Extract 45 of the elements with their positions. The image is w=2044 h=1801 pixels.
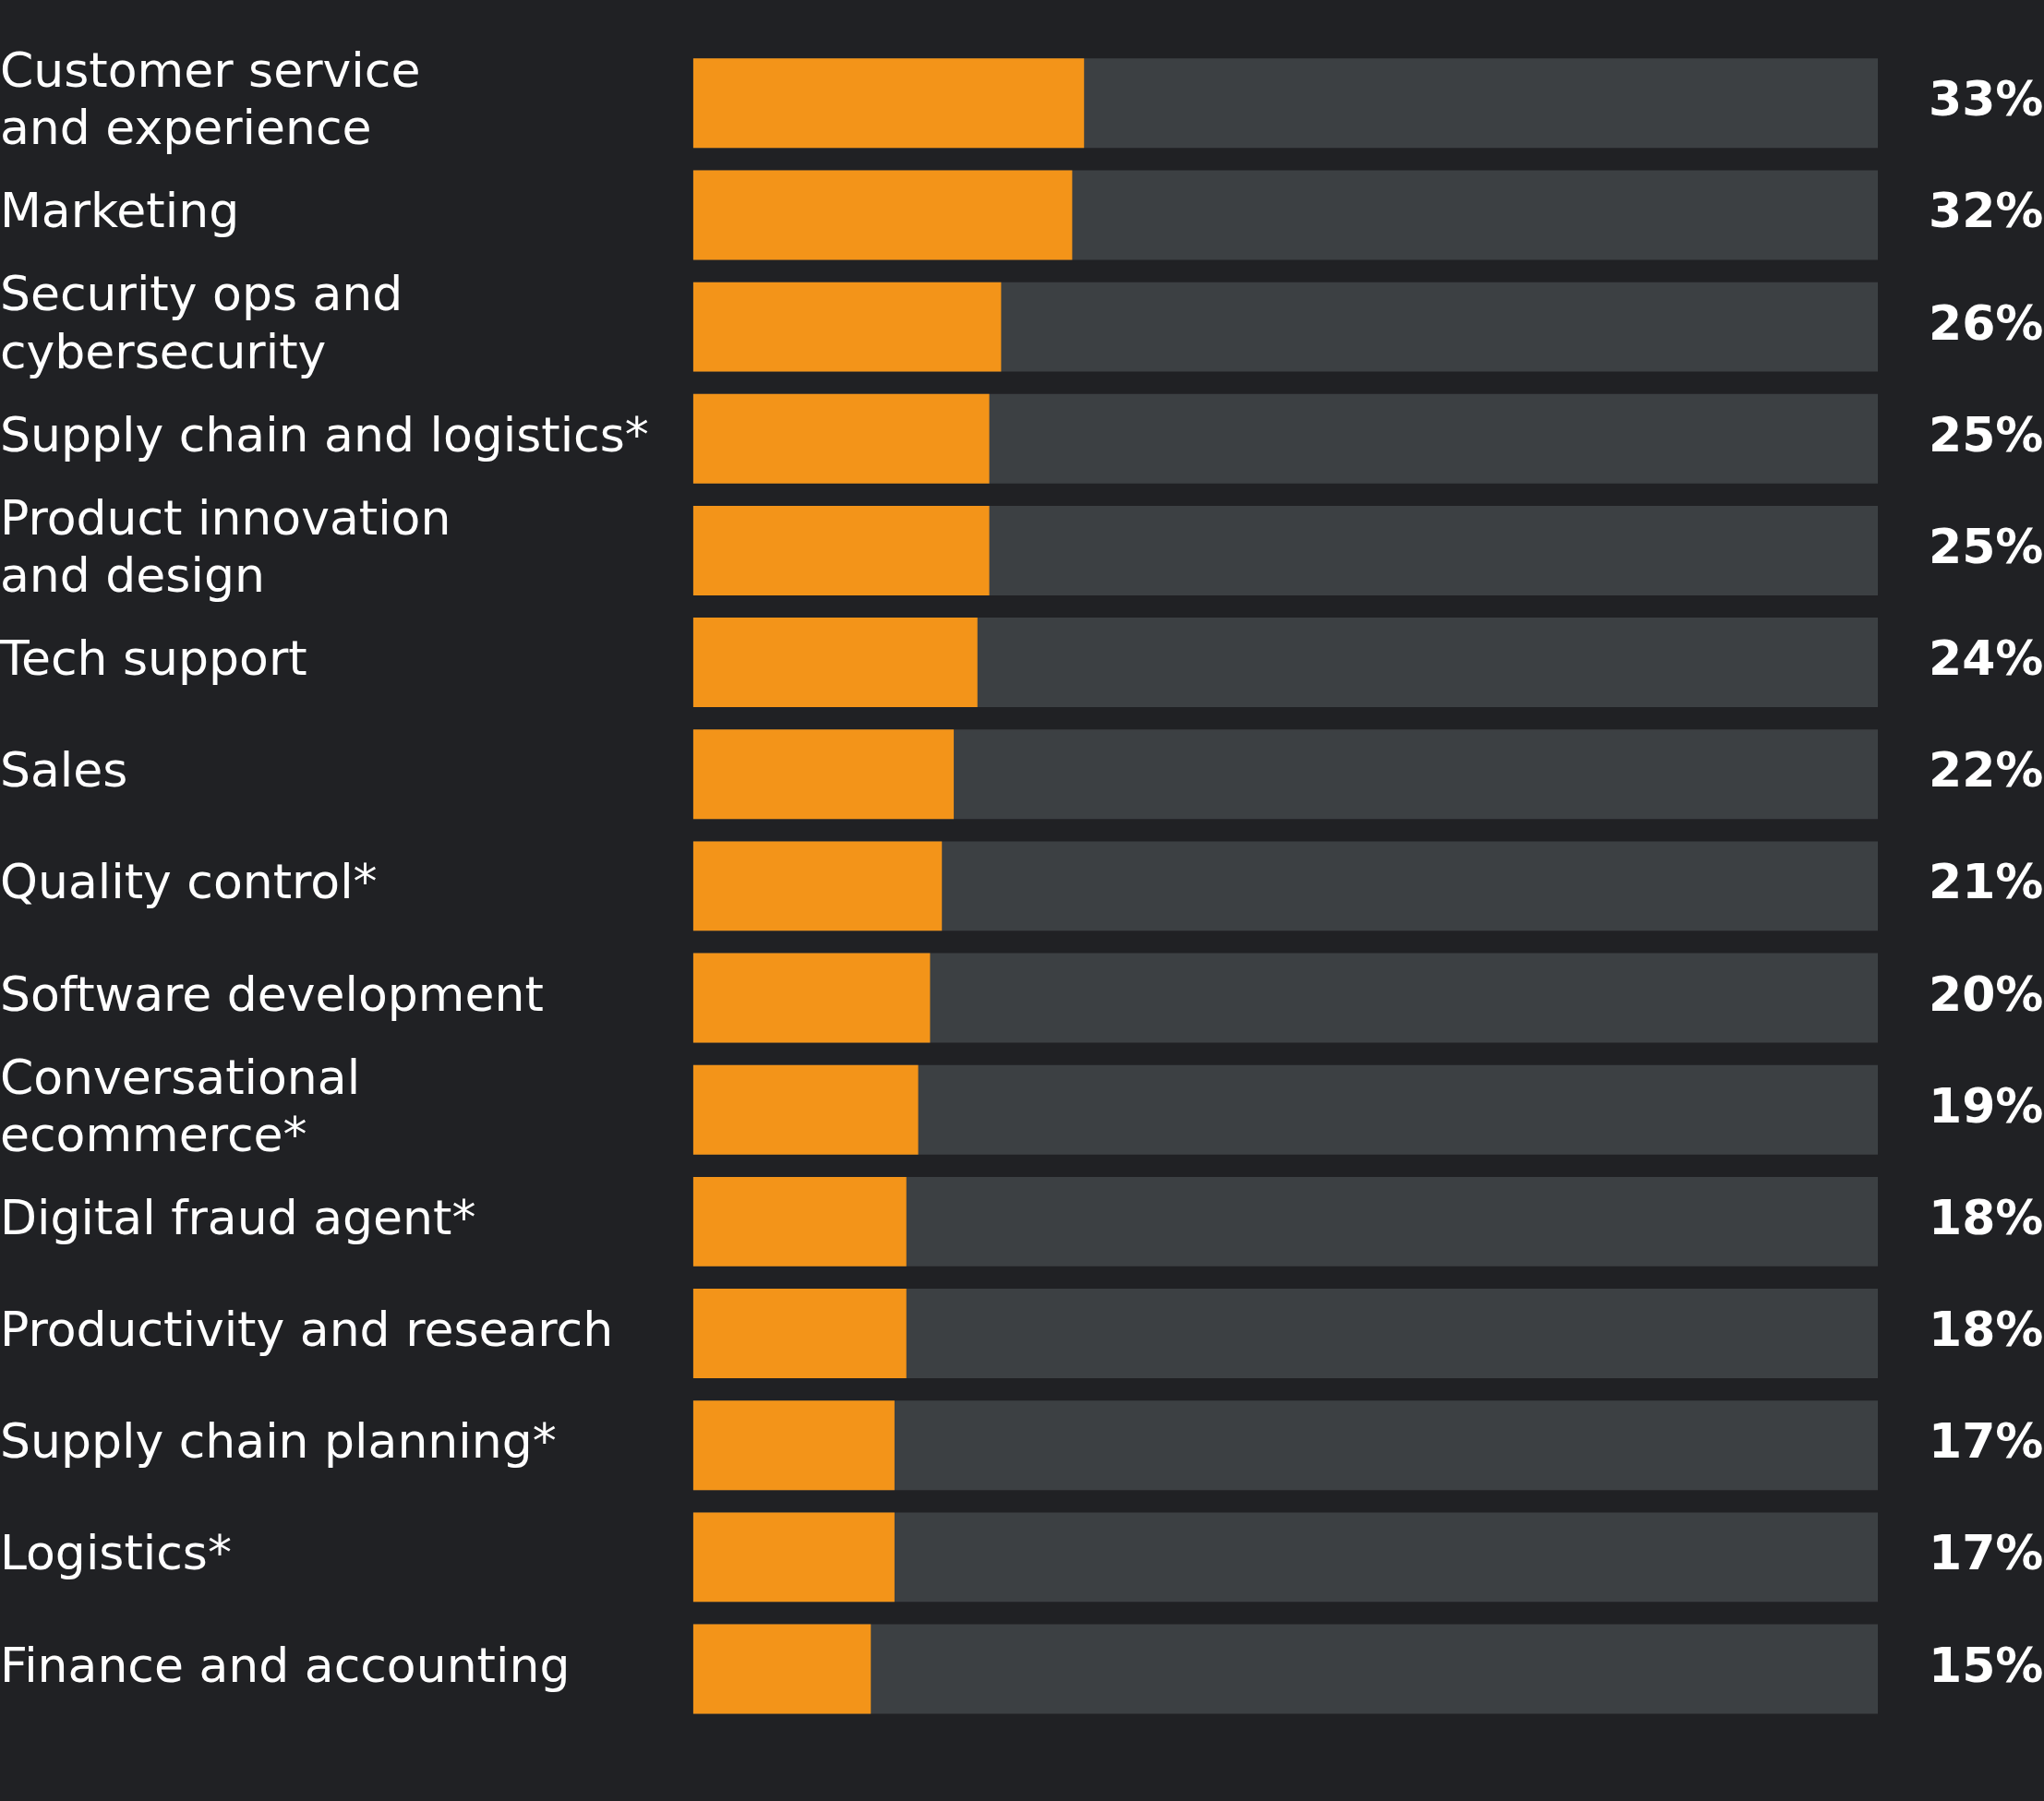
y-tick-label: Customer service and experience [0, 42, 421, 156]
data-label: 21% [1929, 854, 2044, 910]
data-label: 19% [1929, 1077, 2044, 1134]
y-tick-label: Finance and accounting [0, 1637, 571, 1693]
data-label: 26% [1929, 294, 2044, 351]
data-label: 17% [1929, 1413, 2044, 1470]
bar [692, 1400, 895, 1491]
data-label: 17% [1929, 1525, 2044, 1581]
y-tick-label: Sales [0, 742, 128, 798]
y-tick-label: Marketing [0, 183, 240, 239]
bar [692, 841, 943, 931]
bar [692, 170, 1073, 260]
data-label: 25% [1929, 518, 2044, 574]
data-label: 15% [1929, 1637, 2044, 1693]
bar [692, 1289, 907, 1378]
y-tick-label: Productivity and research [0, 1302, 614, 1358]
data-label: 25% [1929, 406, 2044, 462]
y-tick-label: Conversational ecommerce* [0, 1049, 361, 1162]
data-label: 18% [1929, 1189, 2044, 1245]
y-tick-label: Security ops and cybersecurity [0, 266, 403, 379]
y-tick-label: Software development [0, 966, 544, 1022]
y-tick-label: Product innovation and design [0, 489, 451, 604]
y-tick-label: Digital fraud agent* [0, 1189, 476, 1245]
bar [692, 1624, 872, 1714]
y-tick-label: Supply chain planning* [0, 1413, 557, 1470]
data-label: 18% [1929, 1302, 2044, 1358]
bar [692, 953, 931, 1043]
data-label: 22% [1929, 742, 2044, 798]
y-tick-label: Tech support [0, 630, 307, 687]
bar [692, 58, 1085, 149]
data-label: 32% [1929, 183, 2044, 239]
bar [692, 618, 978, 708]
bar [692, 729, 955, 820]
data-label: 20% [1929, 966, 2044, 1022]
y-tick-label: Supply chain and logistics* [0, 406, 649, 462]
bar [692, 1064, 919, 1155]
bar [692, 1176, 907, 1267]
data-label: 33% [1929, 71, 2044, 127]
bar [692, 393, 990, 484]
y-tick-label: Logistics* [0, 1525, 232, 1581]
bar [692, 282, 1002, 372]
bar [692, 505, 990, 595]
bar [692, 1512, 895, 1603]
y-tick-label: Quality control* [0, 854, 378, 910]
data-label: 24% [1929, 630, 2044, 687]
